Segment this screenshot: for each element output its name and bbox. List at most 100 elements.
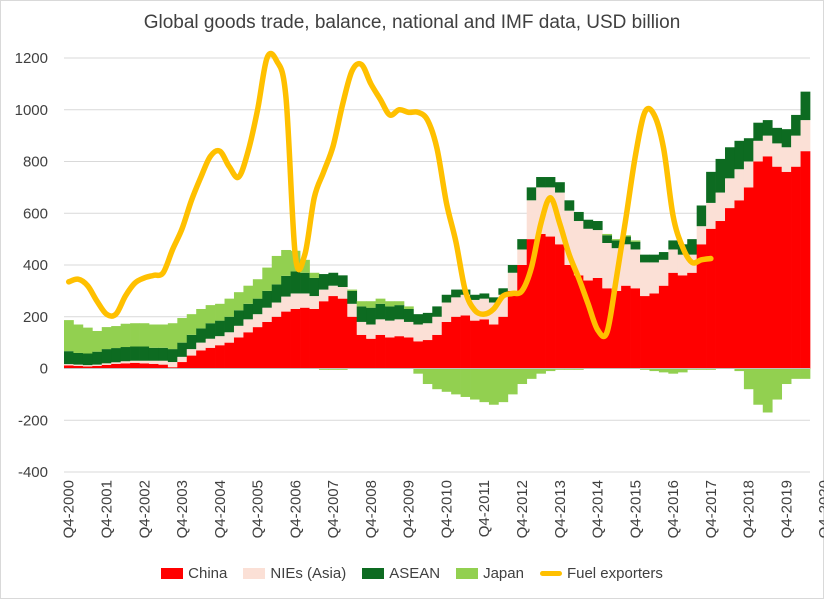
bar-china <box>366 338 376 369</box>
bar-china <box>111 363 122 369</box>
x-tick-label: Q4-2018 <box>741 480 758 538</box>
bar-asean <box>611 240 622 249</box>
bar-china <box>687 272 698 369</box>
bar-japan <box>470 368 480 400</box>
bar-japan <box>101 327 112 350</box>
bar-nies-asia <box>366 324 376 339</box>
bar-nies-asia <box>252 314 263 328</box>
bar-japan <box>451 368 461 395</box>
bar-china <box>356 334 367 369</box>
bar-japan <box>224 298 235 317</box>
legend-swatch-asean <box>362 568 385 579</box>
bar-japan <box>205 305 216 324</box>
bar-china <box>640 296 650 369</box>
bar-nies-asia <box>451 297 461 317</box>
x-tick-label: Q4-2004 <box>212 480 229 538</box>
bar-china <box>800 151 811 369</box>
bar-asean <box>479 293 490 299</box>
bar-china <box>328 296 339 369</box>
bar-japan <box>215 303 225 321</box>
bar-nies-asia <box>743 161 754 188</box>
bar-japan <box>139 323 150 347</box>
bar-china <box>290 308 301 369</box>
bar-nies-asia <box>781 147 792 172</box>
bar-nies-asia <box>196 342 206 351</box>
bar-nies-asia <box>658 259 669 286</box>
bar-japan <box>573 368 584 370</box>
bar-asean <box>517 239 528 250</box>
bar-china <box>139 363 150 369</box>
bar-japan <box>403 306 414 309</box>
bar-nies-asia <box>290 293 301 309</box>
bar-japan <box>743 368 754 390</box>
bar-japan <box>791 368 801 379</box>
bar-asean <box>687 239 698 255</box>
bar-asean <box>186 334 197 350</box>
legend-label-nies: NIEs (Asia) <box>270 565 347 582</box>
bar-nies-asia <box>706 202 716 229</box>
x-tick-label: Q4-2019 <box>778 480 795 538</box>
bar-nies-asia <box>621 244 631 286</box>
bar-japan <box>696 368 707 370</box>
bar-china <box>791 166 801 369</box>
bar-asean <box>470 294 480 300</box>
bar-asean <box>573 211 584 222</box>
bar-asean <box>592 221 603 231</box>
bar-china <box>762 156 773 369</box>
legend-entry-asean: ASEAN <box>362 565 440 582</box>
bar-japan <box>621 235 631 237</box>
bar-asean <box>130 346 140 361</box>
bar-nies-asia <box>309 296 320 309</box>
bar-japan <box>536 368 546 374</box>
bar-asean <box>328 272 339 286</box>
bar-asean <box>366 307 376 325</box>
bar-china <box>281 311 291 369</box>
bar-asean <box>243 303 254 320</box>
bar-japan <box>167 323 178 350</box>
bar-japan <box>640 368 650 370</box>
bar-nies-asia <box>318 289 329 302</box>
bar-asean <box>252 298 263 315</box>
bar-nies-asia <box>281 296 291 312</box>
bar-china <box>498 316 509 369</box>
bar-nies-asia <box>158 360 169 365</box>
bar-nies-asia <box>441 302 452 322</box>
bar-china <box>403 337 414 369</box>
bar-japan <box>262 267 273 291</box>
bar-japan <box>337 368 348 370</box>
bar-nies-asia <box>677 254 688 276</box>
bar-nies-asia <box>498 294 509 317</box>
bar-china <box>488 324 499 369</box>
bar-japan <box>385 301 395 307</box>
y-tick-label: -200 <box>18 412 48 429</box>
bar-china <box>649 293 660 369</box>
bar-asean <box>441 294 452 303</box>
bar-japan <box>422 368 433 385</box>
bar-japan <box>772 368 783 400</box>
bar-japan <box>611 239 622 241</box>
bar-nies-asia <box>347 303 358 317</box>
bar-asean <box>800 91 811 121</box>
bar-japan <box>507 368 518 395</box>
bar-china <box>130 362 140 369</box>
bar-nies-asia <box>630 249 641 289</box>
bar-nies-asia <box>120 361 131 364</box>
bar-nies-asia <box>432 316 443 335</box>
bar-asean <box>630 241 641 250</box>
y-tick-label: 800 <box>23 154 48 171</box>
bar-nies-asia <box>403 321 414 338</box>
bar-nies-asia <box>186 349 197 356</box>
bar-china <box>318 301 329 369</box>
x-tick-label: Q4-2017 <box>703 480 720 538</box>
bar-japan <box>668 368 679 374</box>
bar-japan <box>243 285 254 304</box>
bar-nies-asia <box>271 302 282 317</box>
bar-nies-asia <box>564 210 575 265</box>
bar-asean <box>347 290 358 304</box>
bar-nies-asia <box>73 364 84 366</box>
bar-china <box>753 161 764 369</box>
bar-china <box>573 275 584 369</box>
stacked-bars <box>64 91 811 413</box>
x-tick-label: Q4-2015 <box>627 480 644 538</box>
bar-nies-asia <box>583 228 594 281</box>
